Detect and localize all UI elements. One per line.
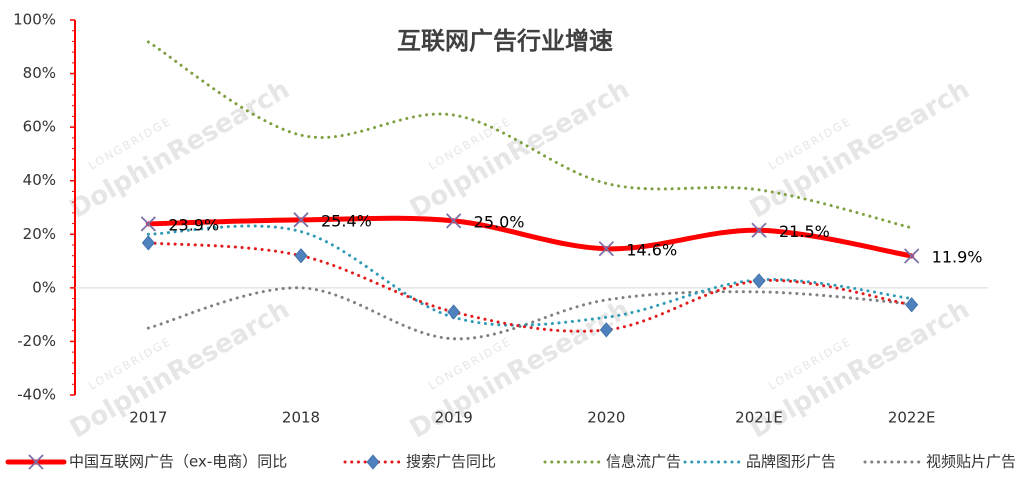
legend-item: 搜索广告同比 bbox=[343, 453, 496, 471]
marker-diamond bbox=[752, 273, 766, 289]
series-line bbox=[145, 215, 915, 259]
marker-x bbox=[751, 222, 767, 238]
legend-label: 中国互联网广告（ex-电商）同比 bbox=[69, 453, 287, 471]
y-tick-label: 20% bbox=[23, 225, 56, 243]
marker bbox=[28, 454, 44, 470]
series-line bbox=[146, 40, 914, 230]
legend-label: 品牌图形广告 bbox=[746, 453, 836, 471]
watermark: DolphinResearch bbox=[745, 75, 975, 225]
data-label: 14.6% bbox=[626, 240, 677, 259]
marker bbox=[140, 216, 156, 232]
watermark: DolphinResearch bbox=[405, 75, 635, 225]
marker-diamond bbox=[599, 322, 613, 338]
chart-title: 互联网广告行业增速 bbox=[397, 27, 613, 55]
series-line bbox=[146, 224, 914, 327]
y-tick-label: 80% bbox=[23, 64, 56, 82]
legend-item: 中国互联网广告（ex-电商）同比 bbox=[5, 453, 287, 471]
marker bbox=[293, 212, 309, 228]
x-tick-label: 2022E bbox=[888, 409, 936, 427]
y-tick-label: 60% bbox=[23, 118, 56, 136]
marker-x bbox=[140, 216, 156, 232]
marker-diamond bbox=[905, 297, 919, 313]
marker-x bbox=[598, 241, 614, 257]
legend-label: 视频贴片广告 bbox=[926, 453, 1016, 471]
y-tick-label: 100% bbox=[13, 11, 56, 29]
data-label: 21.5% bbox=[779, 222, 830, 241]
marker bbox=[904, 248, 920, 264]
watermark: DolphinResearch bbox=[65, 75, 295, 225]
marker-x bbox=[293, 212, 309, 228]
marker-diamond bbox=[294, 248, 308, 264]
x-tick-label: 2021E bbox=[735, 409, 783, 427]
marker-diamond bbox=[366, 454, 380, 470]
marker-x bbox=[904, 248, 920, 264]
marker-x bbox=[446, 213, 462, 229]
marker bbox=[751, 222, 767, 238]
marker bbox=[446, 213, 462, 229]
data-label: 11.9% bbox=[932, 247, 983, 266]
data-label: 25.4% bbox=[321, 211, 372, 230]
data-label: 25.0% bbox=[474, 212, 525, 231]
x-tick-label: 2020 bbox=[587, 409, 625, 427]
marker bbox=[598, 241, 614, 257]
x-tick-label: 2019 bbox=[435, 409, 473, 427]
legend-item: 视频贴片广告 bbox=[863, 453, 1016, 471]
y-tick-label: 0% bbox=[32, 278, 56, 296]
data-label: 23.9% bbox=[168, 215, 219, 234]
x-tick-label: 2018 bbox=[282, 409, 320, 427]
legend-label: 信息流广告 bbox=[606, 453, 681, 471]
y-tick-label: -20% bbox=[17, 332, 56, 350]
marker-x bbox=[28, 454, 44, 470]
y-tick-label: 40% bbox=[23, 171, 56, 189]
legend-item: 品牌图形广告 bbox=[683, 453, 836, 471]
x-tick-label: 2017 bbox=[129, 409, 167, 427]
y-tick-label: -40% bbox=[17, 386, 56, 404]
marker-diamond bbox=[141, 235, 155, 251]
series-line bbox=[146, 241, 914, 333]
legend-label: 搜索广告同比 bbox=[406, 453, 496, 471]
legend-item: 信息流广告 bbox=[543, 453, 681, 471]
series-line bbox=[146, 286, 914, 341]
marker-diamond bbox=[447, 304, 461, 320]
